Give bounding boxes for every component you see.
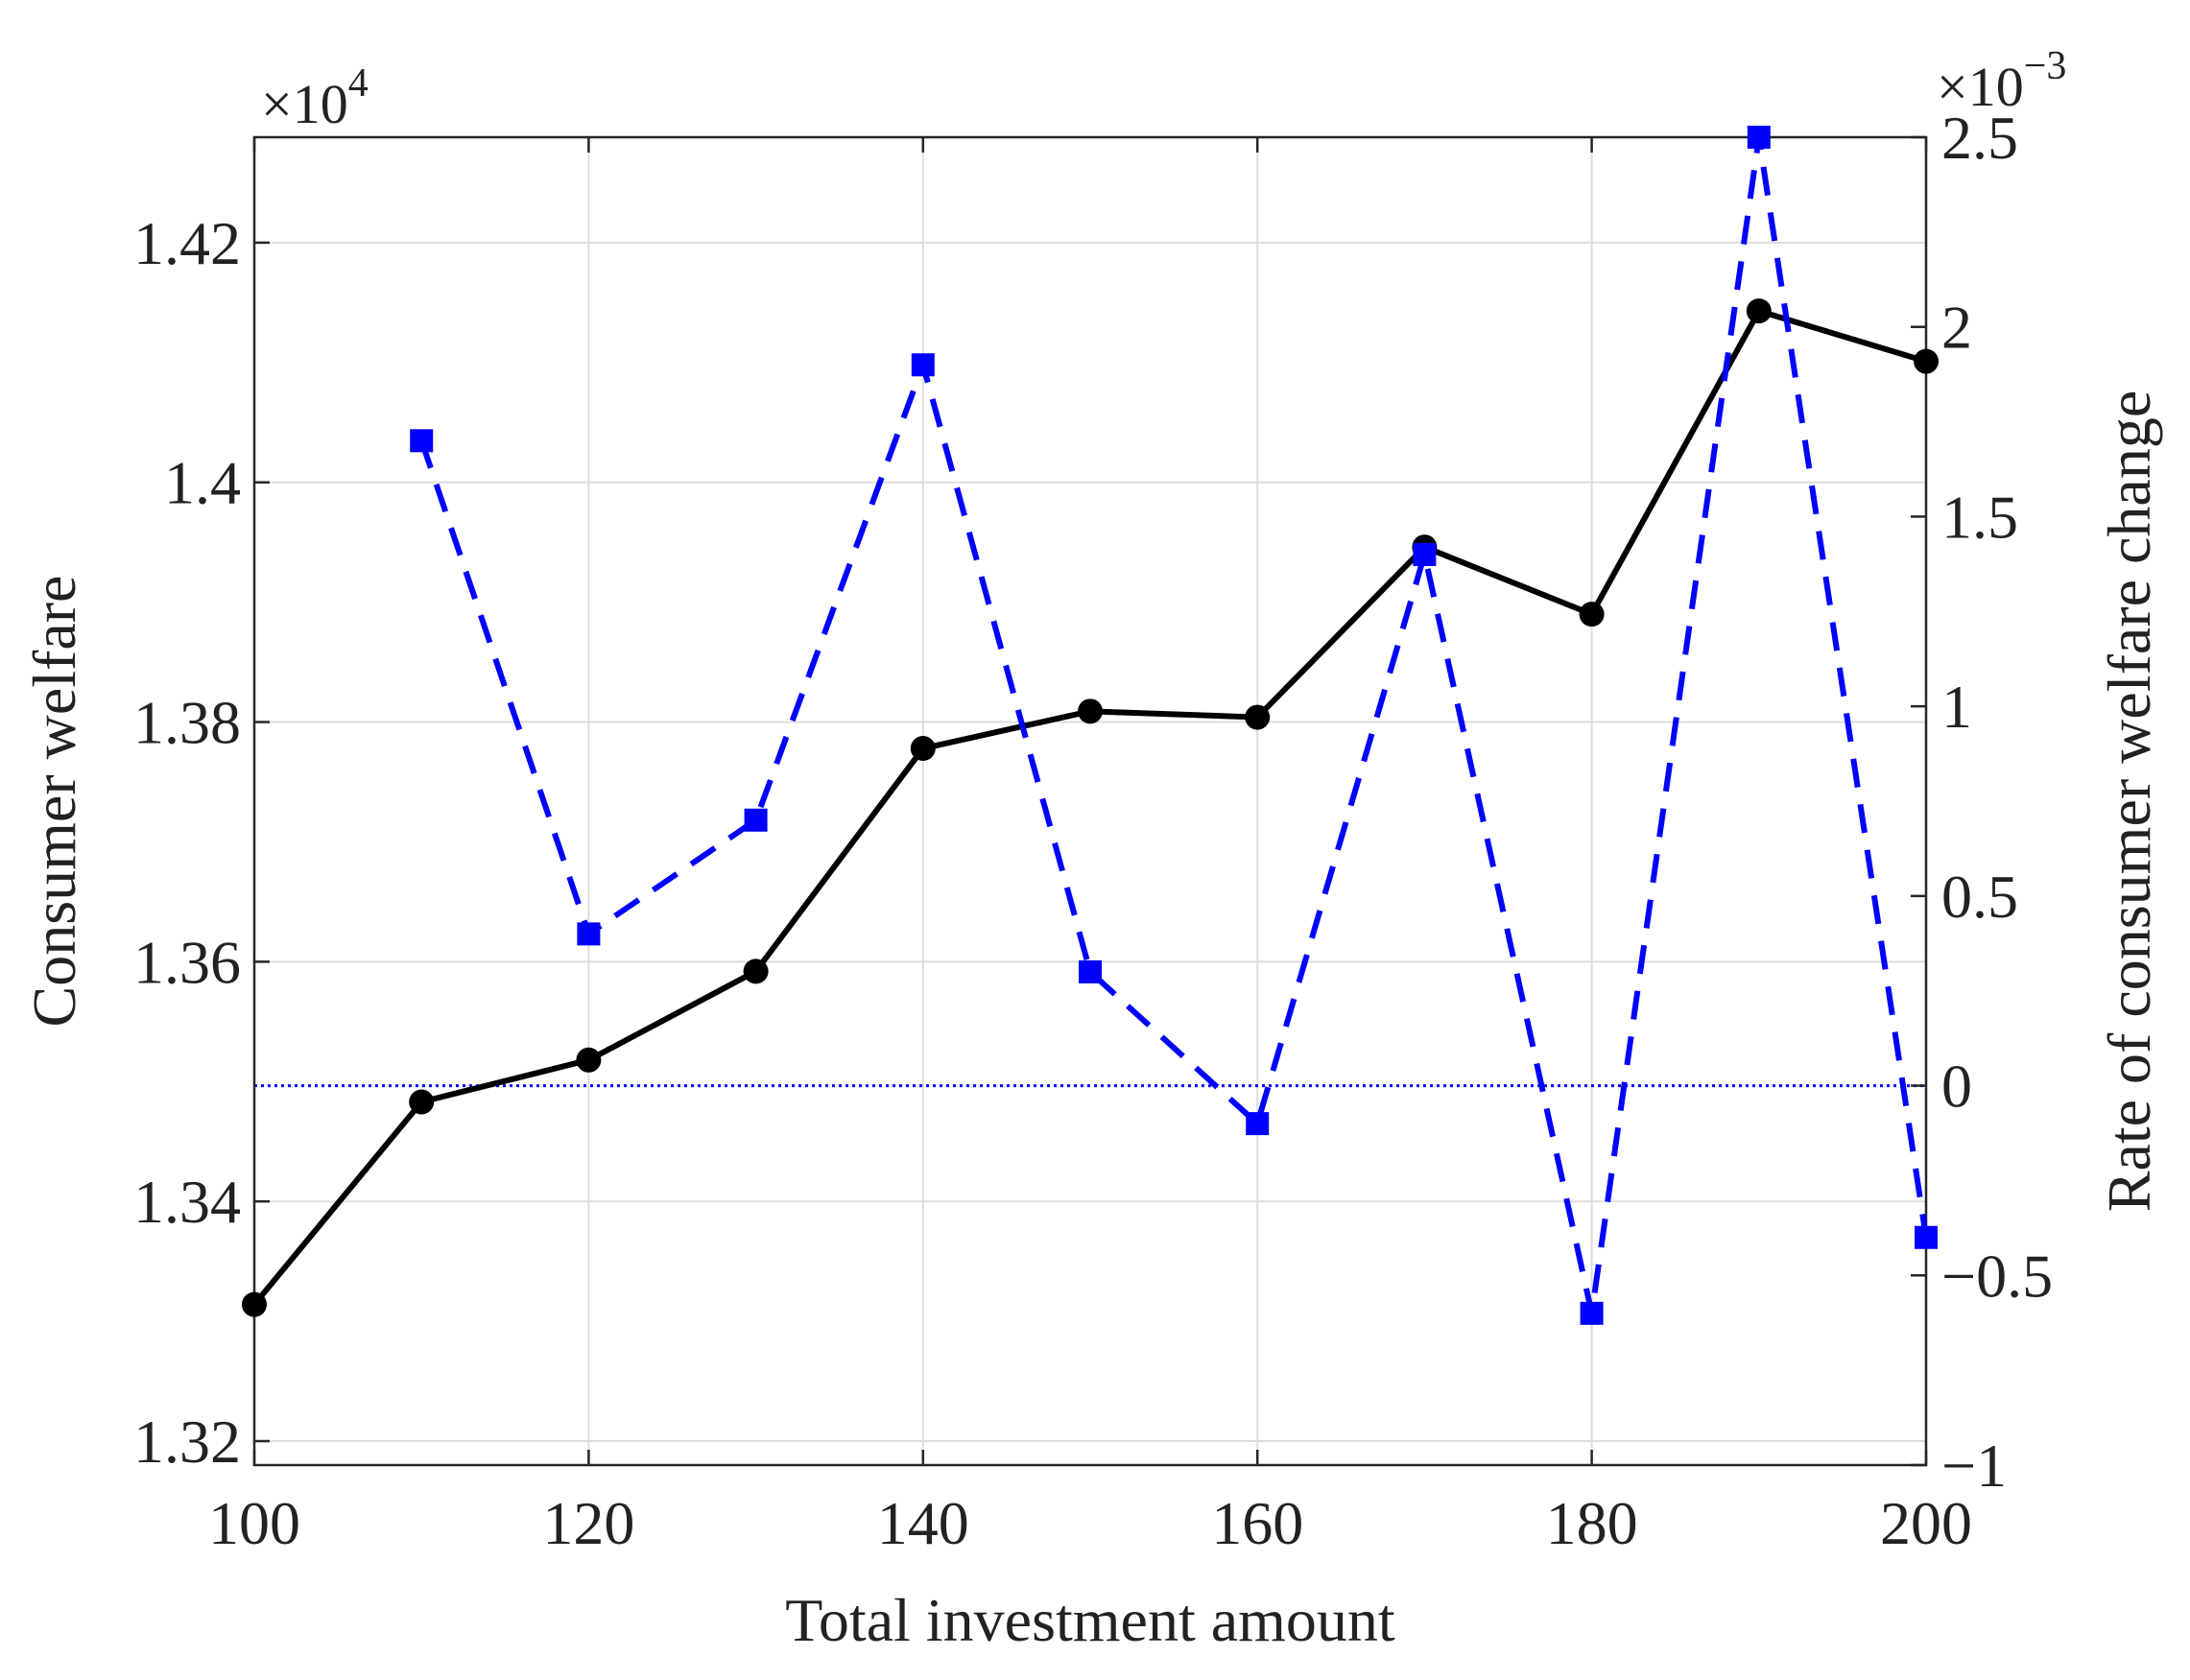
y-exponent-power: 4 [348,61,369,106]
y-exponent-base: ×10 [261,73,348,135]
y2-tick-label: −0.5 [1941,1242,2053,1310]
axis-ticks: 100 120 140 160 180 2001.321.341.361.381.41.4… [133,104,2053,1557]
series-0-point [1245,704,1271,730]
series-1-point [1915,1225,1938,1249]
series-0-point [1746,298,1772,324]
series-1-point [410,429,434,453]
y2-tick-label: −1 [1941,1432,2007,1500]
x-tick-label: 160 [1211,1489,1303,1557]
y2-tick-label: 2 [1941,294,1972,362]
y2-tick-label: 0.5 [1941,863,2018,931]
series-1-point [1246,1112,1270,1136]
series-0-point [743,958,769,984]
series-0-point [576,1047,602,1073]
series-1-point [1079,959,1102,983]
series-1-point [1413,542,1437,566]
series-1-point [577,922,601,946]
x-tick-label: 200 [1880,1489,1972,1557]
y-tick-label: 1.36 [133,928,241,996]
y-tick-label: 1.42 [133,209,241,277]
x-tick-label: 140 [877,1489,969,1557]
plot-frame [252,135,1928,1467]
series-1-point [1747,126,1771,149]
series-1-point [1580,1301,1604,1325]
y-tick-label: 1.34 [133,1168,241,1236]
y-axis-exponent: ×104 [261,61,369,135]
y2-exponent-base: ×10 [1937,56,2024,118]
y-tick-label: 1.4 [164,449,241,517]
x-tick-label: 100 [208,1489,300,1557]
y2-exponent-power: −3 [2024,44,2067,88]
series-1-point [911,353,935,377]
series-1-line [418,134,1929,1316]
x-tick-label: 120 [542,1489,634,1557]
series-0-point [1914,348,1939,374]
series-1-point [744,808,768,832]
x-tick-label: 180 [1546,1489,1638,1557]
y-axis-title: Consumer welfare [20,576,88,1028]
y2-tick-label: 0 [1941,1053,1972,1121]
y2-tick-label: 1.5 [1941,483,2018,551]
series-0-point [242,1291,267,1317]
grid [254,137,1926,1465]
series-0-point [409,1089,435,1115]
series-0-point [1078,698,1103,724]
y2-tick-label: 1 [1941,673,1972,741]
y2-axis-title: Rate of consumer welfare change [2095,390,2163,1212]
series-0-point [910,736,936,762]
series-0-line [251,308,1927,1307]
y2-axis-exponent: ×10−3 [1937,44,2066,118]
series [242,126,1939,1325]
x-axis-title: Total investment amount [785,1586,1395,1654]
y-tick-label: 1.38 [133,689,241,757]
y-tick-label: 1.32 [133,1408,241,1476]
series-0-point [1579,602,1605,627]
y2-tick-label: 2.5 [1941,104,2018,172]
